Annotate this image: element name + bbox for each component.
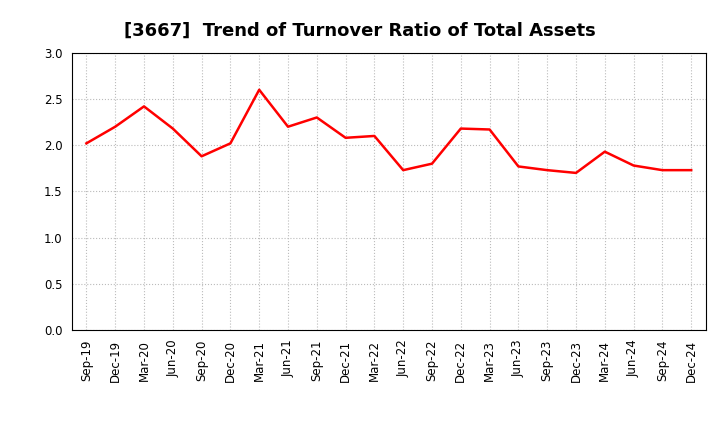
Text: [3667]  Trend of Turnover Ratio of Total Assets: [3667] Trend of Turnover Ratio of Total … (124, 22, 596, 40)
